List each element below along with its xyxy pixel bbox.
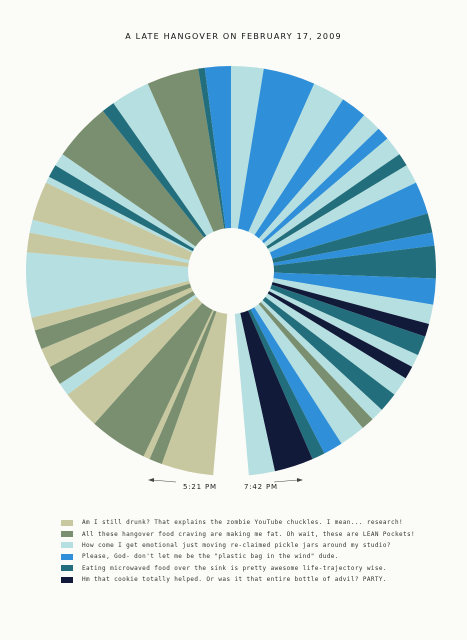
donut-slice [67,296,203,424]
donut-slice [49,291,196,384]
legend-swatch [61,542,73,549]
donut-slice [234,313,275,476]
donut-slice [62,110,205,247]
legend-item: Please, God- don't let me be the "plasti… [61,551,441,562]
donut-slice [273,245,437,279]
donut-slice [25,252,190,318]
donut-slice [31,280,190,331]
legend-label: Hm that cookie totally helped. Or was it… [82,576,387,584]
donut-slice [273,272,436,305]
donut-slice [59,294,197,395]
legend: Am I still drunk? That explains the zomb… [61,517,441,585]
start-arrow-line [151,479,177,483]
legend-label: Eating microwaved food over the sink is … [82,564,387,572]
end-time-label: 7:42 PM [244,483,278,491]
donut-slice [248,83,344,236]
legend-label: Please, God- don't let me be the "plasti… [82,553,339,561]
donut-slice [263,138,400,247]
donut-slice [34,283,192,350]
donut-slice [237,68,315,232]
legend-item: Eating microwaved food over the sink is … [61,563,441,574]
donut-slice [149,310,217,464]
donut-slice [41,287,193,367]
donut-slice [254,303,363,444]
legend-label: How come I get emotional just moving re-… [82,541,391,549]
donut-slice [272,213,433,263]
donut-slice [248,309,325,460]
donut-slice [32,182,193,261]
donut-slice [46,176,193,253]
legend-item: Am I still drunk? That explains the zomb… [61,517,441,528]
chart-title: A LATE HANGOVER ON FEBRUARY 17, 2009 [125,32,342,41]
donut-slice [102,103,207,238]
donut-slice [265,293,406,395]
legend-label: All these hangover food craving are maki… [82,530,416,538]
legend-swatch [61,531,73,538]
legend-swatch [61,576,73,583]
legend-label: Am I still drunk? That explains the zomb… [82,519,403,527]
donut-slice [29,219,190,263]
end-arrow-line [273,479,299,483]
legend-item: All these hangover food craving are maki… [61,528,441,539]
donut-slice [94,303,213,457]
donut-slice [262,296,395,410]
donut-slice [55,154,196,249]
donut-slice [240,310,313,472]
donut-slice [198,67,226,229]
donut-slice [26,232,189,268]
donut-slice [258,302,373,429]
donut-slice [204,66,231,229]
donut-slice [273,232,435,266]
donut-slice [258,115,379,242]
donut-slice [254,99,365,239]
donut-slice [272,278,434,325]
timeline-markers [148,478,303,483]
donut-slice [260,300,382,420]
donut-slice [270,284,426,356]
donut-slice [261,128,388,244]
slices [25,66,437,476]
end-arrowhead [297,478,303,482]
donut-slice [143,309,214,460]
donut-slice [231,66,264,229]
legend-item: How come I get emotional just moving re-… [61,540,441,551]
donut-slice [161,311,228,476]
donut-slice [271,282,430,337]
donut-slice [269,288,418,367]
legend-swatch [61,565,73,572]
start-time-label: 5:21 PM [183,483,217,491]
legend-swatch [61,553,73,560]
start-arrowhead [148,478,154,482]
legend-swatch [61,519,73,526]
donut-slice [147,68,225,232]
donut-slice [267,165,416,253]
donut-slice [267,291,413,379]
donut-slice [48,165,195,252]
donut-slice [113,83,214,236]
donut-slice [266,154,407,249]
legend-item: Hm that cookie totally helped. Or was it… [61,574,441,585]
donut-slice [269,182,428,259]
donut-slice [250,307,342,454]
